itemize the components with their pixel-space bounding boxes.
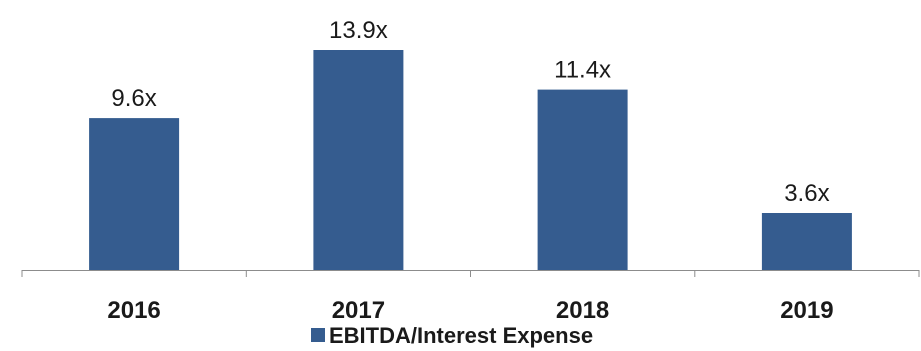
x-tick-label-2019: 2019 [780,297,833,324]
bar-2016 [89,118,180,270]
bar-2018 [537,89,628,270]
legend-swatch [311,328,325,342]
legend: EBITDA/Interest Expense [311,323,593,348]
x-tick-label-2018: 2018 [556,297,609,324]
bar-2019 [761,213,852,270]
data-label-2017: 13.9x [329,17,388,44]
data-label-2018: 11.4x [554,57,611,84]
data-label-2016: 9.6x [111,85,156,112]
legend-label: EBITDA/Interest Expense [329,323,593,348]
bar-2017 [313,50,404,270]
x-tick-label-2017: 2017 [332,297,385,324]
data-labels-group: 9.6x 13.9x 11.4x 3.6x [111,17,829,207]
bars-group [89,50,852,270]
data-label-2019: 3.6x [784,180,829,207]
x-tick-labels-group: 2016 2017 2018 2019 [107,297,833,324]
x-tick-label-2016: 2016 [107,297,160,324]
x-axis [21,270,920,277]
